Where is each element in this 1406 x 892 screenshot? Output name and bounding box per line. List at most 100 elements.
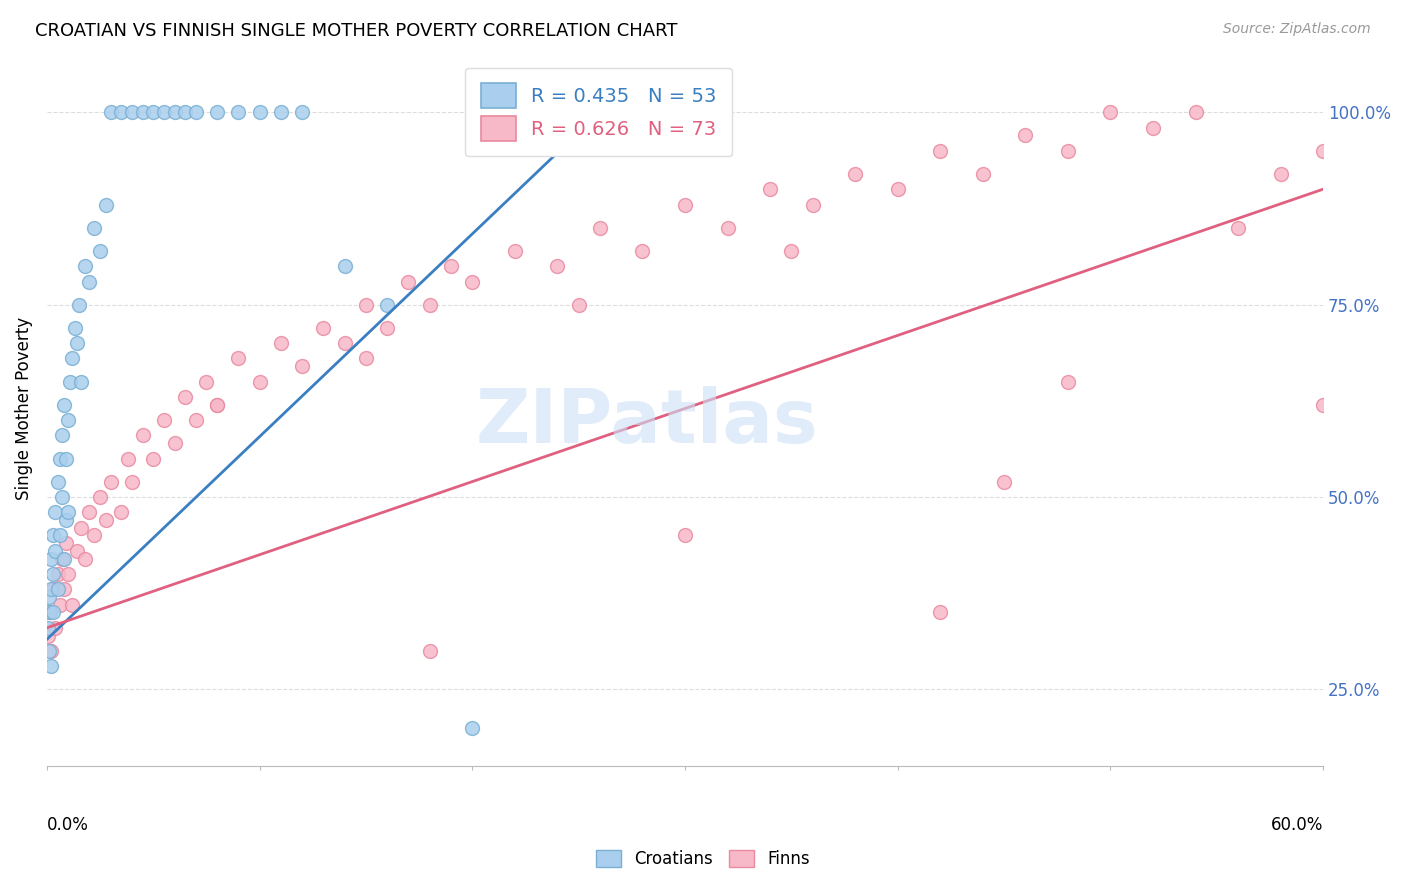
- Point: [48, 528, 70, 542]
- Point: [38, 606, 60, 620]
- Point: [52, 582, 75, 597]
- Point: [184, 105, 207, 120]
- Point: [228, 351, 250, 366]
- Point: [55, 451, 77, 466]
- Text: 0.0%: 0.0%: [46, 816, 89, 834]
- Point: [759, 182, 782, 196]
- Point: [42, 582, 65, 597]
- Point: [163, 436, 186, 450]
- Point: [333, 336, 356, 351]
- Point: [440, 259, 463, 273]
- Point: [117, 451, 139, 466]
- Point: [70, 521, 93, 535]
- Point: [67, 297, 90, 311]
- Point: [52, 551, 75, 566]
- Point: [62, 598, 84, 612]
- Point: [780, 244, 803, 258]
- Point: [42, 606, 65, 620]
- Point: [51, 428, 73, 442]
- Point: [96, 513, 118, 527]
- Point: [56, 505, 79, 519]
- Point: [673, 197, 696, 211]
- Point: [333, 259, 356, 273]
- Point: [44, 621, 66, 635]
- Point: [801, 197, 824, 211]
- Point: [38, 590, 60, 604]
- Point: [56, 413, 79, 427]
- Y-axis label: Single Mother Poverty: Single Mother Poverty: [15, 317, 32, 500]
- Point: [228, 105, 250, 120]
- Point: [972, 167, 994, 181]
- Point: [48, 451, 70, 466]
- Point: [398, 275, 420, 289]
- Point: [354, 297, 377, 311]
- Point: [205, 105, 228, 120]
- Legend: R = 0.435   N = 53, R = 0.626   N = 73: R = 0.435 N = 53, R = 0.626 N = 73: [465, 68, 733, 156]
- Point: [249, 375, 271, 389]
- Point: [55, 536, 77, 550]
- Point: [55, 513, 77, 527]
- Point: [51, 551, 73, 566]
- Point: [844, 167, 866, 181]
- Point: [205, 398, 228, 412]
- Point: [39, 551, 62, 566]
- Point: [89, 490, 111, 504]
- Point: [1312, 398, 1334, 412]
- Point: [174, 105, 197, 120]
- Point: [1014, 128, 1036, 143]
- Point: [121, 105, 143, 120]
- Legend: Croatians, Finns: Croatians, Finns: [589, 843, 817, 875]
- Point: [75, 259, 97, 273]
- Point: [589, 220, 612, 235]
- Point: [1057, 144, 1080, 158]
- Point: [461, 275, 484, 289]
- Point: [153, 105, 176, 120]
- Point: [44, 544, 66, 558]
- Text: 60.0%: 60.0%: [1271, 816, 1323, 834]
- Point: [37, 628, 59, 642]
- Point: [63, 320, 86, 334]
- Point: [673, 528, 696, 542]
- Point: [66, 336, 89, 351]
- Text: Source: ZipAtlas.com: Source: ZipAtlas.com: [1223, 22, 1371, 37]
- Point: [110, 105, 132, 120]
- Point: [929, 144, 952, 158]
- Point: [39, 582, 62, 597]
- Point: [205, 398, 228, 412]
- Point: [375, 297, 398, 311]
- Point: [716, 220, 738, 235]
- Point: [46, 475, 69, 489]
- Point: [1057, 375, 1080, 389]
- Point: [419, 644, 441, 658]
- Point: [142, 451, 165, 466]
- Point: [503, 244, 526, 258]
- Point: [70, 375, 93, 389]
- Point: [312, 320, 335, 334]
- Point: [419, 297, 441, 311]
- Point: [142, 105, 165, 120]
- Point: [1312, 144, 1334, 158]
- Point: [121, 475, 143, 489]
- Point: [52, 398, 75, 412]
- Point: [62, 351, 84, 366]
- Point: [79, 505, 101, 519]
- Point: [886, 182, 908, 196]
- Point: [1227, 220, 1250, 235]
- Point: [38, 644, 60, 658]
- Point: [39, 659, 62, 673]
- Point: [39, 644, 62, 658]
- Point: [174, 390, 197, 404]
- Point: [153, 413, 176, 427]
- Point: [51, 490, 73, 504]
- Point: [42, 528, 65, 542]
- Point: [184, 413, 207, 427]
- Point: [83, 528, 105, 542]
- Point: [100, 475, 122, 489]
- Point: [568, 297, 591, 311]
- Point: [1270, 167, 1292, 181]
- Point: [354, 351, 377, 366]
- Point: [131, 105, 153, 120]
- Point: [100, 105, 122, 120]
- Point: [39, 606, 62, 620]
- Point: [66, 544, 89, 558]
